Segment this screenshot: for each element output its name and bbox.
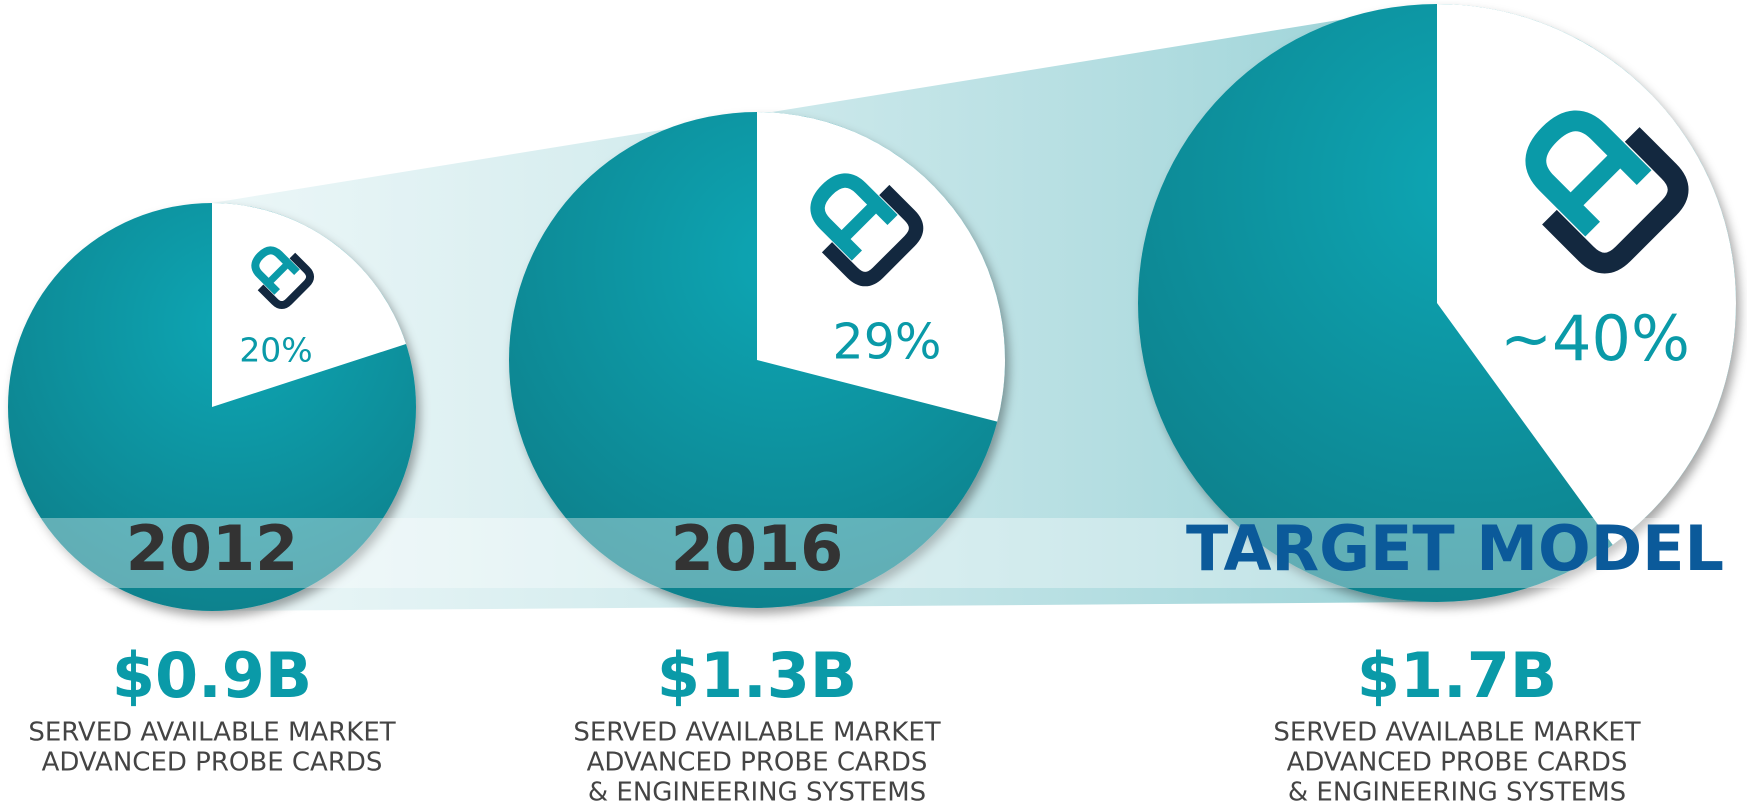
market-caption: SERVED AVAILABLE MARKET — [573, 718, 940, 748]
market-caption: SERVED AVAILABLE MARKET — [1273, 718, 1640, 748]
logo — [251, 246, 315, 310]
logo-bar — [1563, 148, 1628, 213]
pies — [8, 4, 1736, 611]
market-size: $0.9B — [112, 639, 312, 712]
chart-title: 2016 — [671, 512, 844, 585]
pie-slice — [1437, 4, 1736, 545]
market-size: $1.7B — [1357, 639, 1557, 712]
chart-title: 2012 — [126, 512, 299, 585]
logo-bar — [265, 260, 291, 286]
market-size: $1.3B — [657, 639, 857, 712]
pie-label: 20% — [239, 331, 312, 370]
pie-label: 29% — [833, 314, 942, 371]
logo-u — [257, 252, 315, 310]
logo-u — [821, 184, 924, 287]
logo — [810, 173, 924, 287]
chart-title: TARGET MODEL — [1186, 512, 1724, 585]
logo-n — [1525, 110, 1652, 237]
market-caption: ADVANCED PROBE CARDS — [587, 748, 928, 778]
logo-u — [1542, 127, 1689, 274]
logo-bar — [836, 199, 882, 245]
market-caption: SERVED AVAILABLE MARKET — [28, 718, 395, 748]
market-caption: & ENGINEERING SYSTEMS — [1288, 778, 1626, 807]
market-caption: & ENGINEERING SYSTEMS — [588, 778, 926, 807]
pie-label: ~40% — [1500, 302, 1690, 375]
band — [0, 518, 1747, 588]
logo-n — [251, 246, 300, 295]
market-caption: ADVANCED PROBE CARDS — [42, 748, 383, 778]
logo — [1525, 110, 1689, 274]
logo-n — [810, 173, 898, 261]
market-caption: ADVANCED PROBE CARDS — [1287, 748, 1628, 778]
